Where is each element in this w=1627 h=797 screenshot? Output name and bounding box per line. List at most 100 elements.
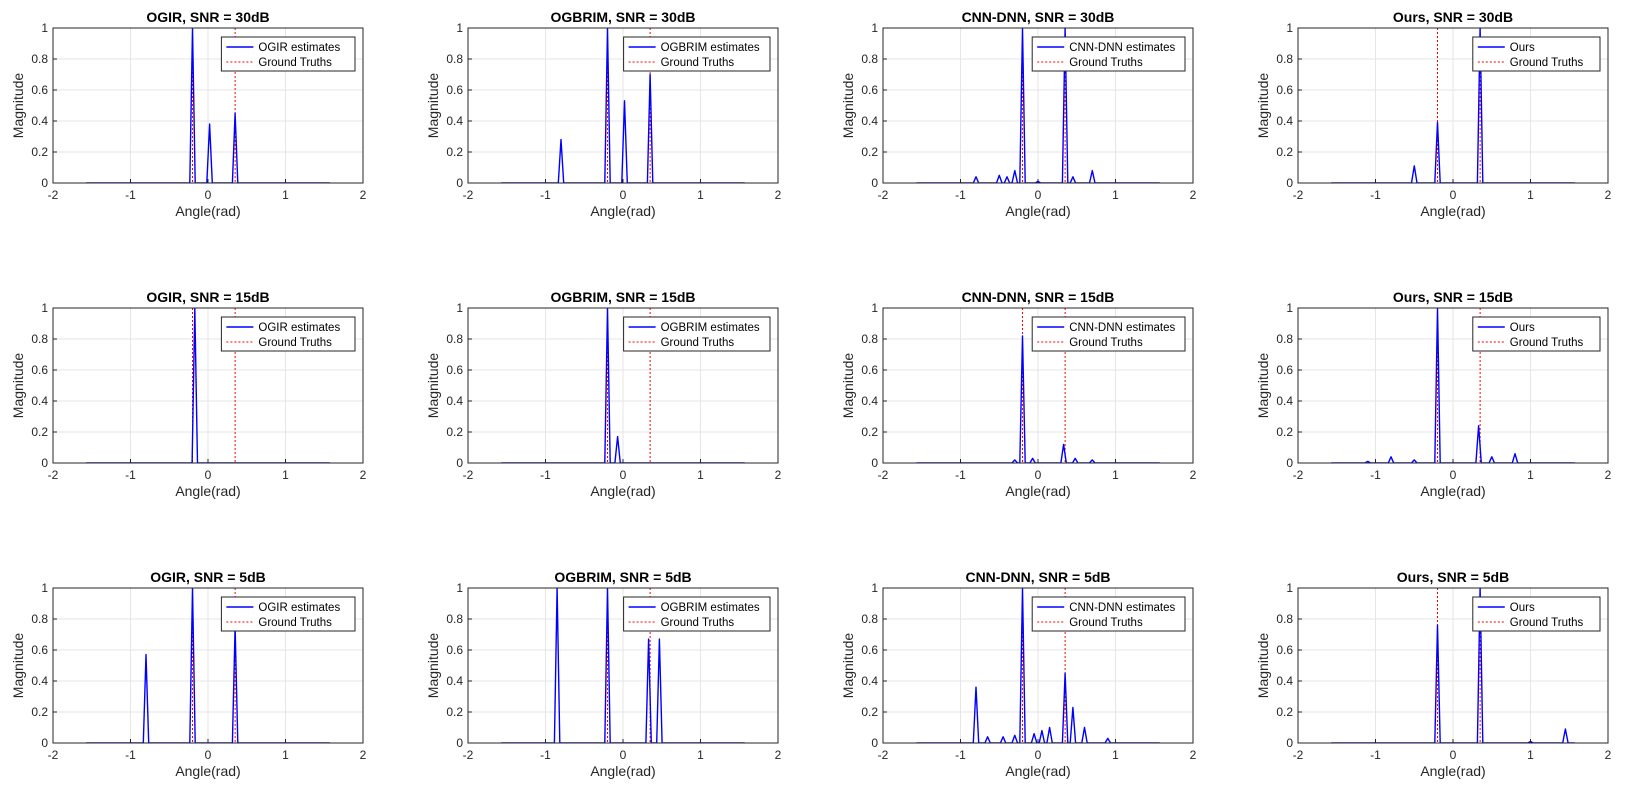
legend-label-estimate: OGIR estimates <box>258 322 340 334</box>
y-tick-label: 0.8 <box>31 332 48 346</box>
y-tick-label: 1 <box>456 21 463 35</box>
x-tick-label: -2 <box>48 748 59 762</box>
legend-label-estimate: Ours <box>1510 322 1535 334</box>
y-tick-label: 0.4 <box>31 674 48 688</box>
y-tick-label: 1 <box>871 21 878 35</box>
estimate-line <box>916 28 1160 183</box>
legend-box <box>1472 316 1601 352</box>
chart-title: Ours, SNR = 15dB <box>1393 289 1513 305</box>
x-axis-label: Angle(rad) <box>590 483 655 499</box>
legend-box <box>220 596 356 632</box>
x-tick-label: -1 <box>955 748 966 762</box>
subplot: -2 -1 0 1 2 0 0.2 0.4 0.6 0.8 1 OGIR, SNR = 15dB Ang… <box>10 289 367 499</box>
y-tick-label: 0.2 <box>31 145 48 159</box>
y-tick-label: 0.4 <box>446 674 463 688</box>
x-tick-label: 1 <box>1112 748 1119 762</box>
x-tick-label: -2 <box>878 188 889 202</box>
y-tick-label: 0.6 <box>446 643 463 657</box>
y-axis-label: Magnitude <box>840 353 856 419</box>
x-tick-label: 1 <box>1112 188 1119 202</box>
chart-title: OGBRIM, SNR = 30dB <box>550 9 695 25</box>
x-tick-label: 1 <box>282 188 289 202</box>
x-tick-label: -1 <box>540 188 551 202</box>
x-tick-label: -2 <box>463 748 474 762</box>
legend-label-ground-truth: Ground Truths <box>1510 617 1584 629</box>
x-tick-label: 0 <box>205 188 212 202</box>
axes-box <box>52 27 364 184</box>
y-tick-label: 0 <box>456 456 463 470</box>
y-tick-label: 0.6 <box>861 363 878 377</box>
x-tick-label: 2 <box>775 188 782 202</box>
x-axis-label: Angle(rad) <box>1005 483 1070 499</box>
x-tick-label: 0 <box>205 748 212 762</box>
x-tick-label: -2 <box>878 748 889 762</box>
x-tick-label: 2 <box>360 188 367 202</box>
y-axis-label: Magnitude <box>840 73 856 139</box>
y-axis-label: Magnitude <box>10 73 26 139</box>
x-axis-label: Angle(rad) <box>590 203 655 219</box>
subplot: -2 -1 0 1 2 0 0.2 0.4 0.6 0.8 1 OGBRIM, SNR = 5dB An… <box>425 569 782 779</box>
x-tick-label: -1 <box>955 188 966 202</box>
legend-label-estimate: OGIR estimates <box>258 42 340 54</box>
y-tick-label: 0.2 <box>446 145 463 159</box>
legend-box <box>1031 596 1186 632</box>
x-tick-label: -2 <box>48 468 59 482</box>
x-tick-label: 1 <box>1527 748 1534 762</box>
x-tick-label: 2 <box>1605 188 1612 202</box>
subplot: -2 -1 0 1 2 0 0.2 0.4 0.6 0.8 1 OGIR, SNR = 30dB Ang… <box>10 9 367 219</box>
x-axis-label: Angle(rad) <box>175 763 240 779</box>
legend-label-estimate: CNN-DNN estimates <box>1069 602 1175 614</box>
subplot: -2 -1 0 1 2 0 0.2 0.4 0.6 0.8 1 OGBRIM, SNR = 30dB A… <box>425 9 782 219</box>
legend-box <box>623 36 771 72</box>
subplot: -2 -1 0 1 2 0 0.2 0.4 0.6 0.8 1 OGIR, SNR = 5dB Angl… <box>10 569 367 779</box>
estimate-line <box>501 28 745 183</box>
y-axis-label: Magnitude <box>425 73 441 139</box>
x-tick-label: 0 <box>620 468 627 482</box>
y-tick-label: 1 <box>1286 21 1293 35</box>
chart-title: Ours, SNR = 5dB <box>1397 569 1509 585</box>
x-tick-label: 2 <box>775 748 782 762</box>
y-tick-label: 0.2 <box>1276 425 1293 439</box>
y-tick-label: 0.8 <box>861 612 878 626</box>
x-tick-label: -1 <box>125 188 136 202</box>
y-tick-label: 0 <box>1286 456 1293 470</box>
y-tick-label: 0 <box>1286 176 1293 190</box>
y-tick-label: 0.8 <box>446 332 463 346</box>
x-tick-label: 2 <box>775 468 782 482</box>
y-tick-label: 1 <box>871 301 878 315</box>
x-axis-label: Angle(rad) <box>1005 763 1070 779</box>
estimate-line <box>501 308 745 463</box>
y-tick-label: 0 <box>1286 736 1293 750</box>
chart-title: OGIR, SNR = 5dB <box>150 569 266 585</box>
legend-label-ground-truth: Ground Truths <box>1510 337 1584 349</box>
y-tick-label: 1 <box>41 301 48 315</box>
y-axis-label: Magnitude <box>1255 633 1271 699</box>
x-tick-label: 1 <box>697 748 704 762</box>
x-axis-label: Angle(rad) <box>1420 203 1485 219</box>
axes-box <box>467 307 779 464</box>
legend-label-ground-truth: Ground Truths <box>1069 337 1143 349</box>
estimate-line <box>86 28 330 183</box>
y-tick-label: 0.8 <box>1276 612 1293 626</box>
subplot: -2 -1 0 1 2 0 0.2 0.4 0.6 0.8 1 CNN-DNN, SNR = 15dB… <box>840 289 1197 499</box>
chart-title: CNN-DNN, SNR = 5dB <box>965 569 1110 585</box>
legend-label-ground-truth: Ground Truths <box>1510 57 1584 69</box>
axes-box <box>882 307 1194 464</box>
y-tick-label: 0.8 <box>1276 52 1293 66</box>
legend-label-ground-truth: Ground Truths <box>661 617 735 629</box>
legend-label-estimate: OGIR estimates <box>258 602 340 614</box>
subplot: -2 -1 0 1 2 0 0.2 0.4 0.6 0.8 1 Ours, SNR = 30dB Ang… <box>1255 9 1612 219</box>
x-tick-label: 1 <box>1112 468 1119 482</box>
chart-title: OGBRIM, SNR = 15dB <box>550 289 695 305</box>
x-tick-label: 2 <box>360 748 367 762</box>
y-tick-label: 1 <box>456 581 463 595</box>
y-tick-label: 0.8 <box>31 52 48 66</box>
subplot: -2 -1 0 1 2 0 0.2 0.4 0.6 0.8 1 Ours, SNR = 5dB Angl… <box>1255 569 1612 779</box>
y-tick-label: 0.2 <box>1276 705 1293 719</box>
legend-box <box>220 316 356 352</box>
y-tick-label: 0.6 <box>446 363 463 377</box>
axes-box <box>1297 307 1609 464</box>
x-tick-label: -1 <box>1370 468 1381 482</box>
x-tick-label: -1 <box>125 468 136 482</box>
legend-box <box>623 596 771 632</box>
